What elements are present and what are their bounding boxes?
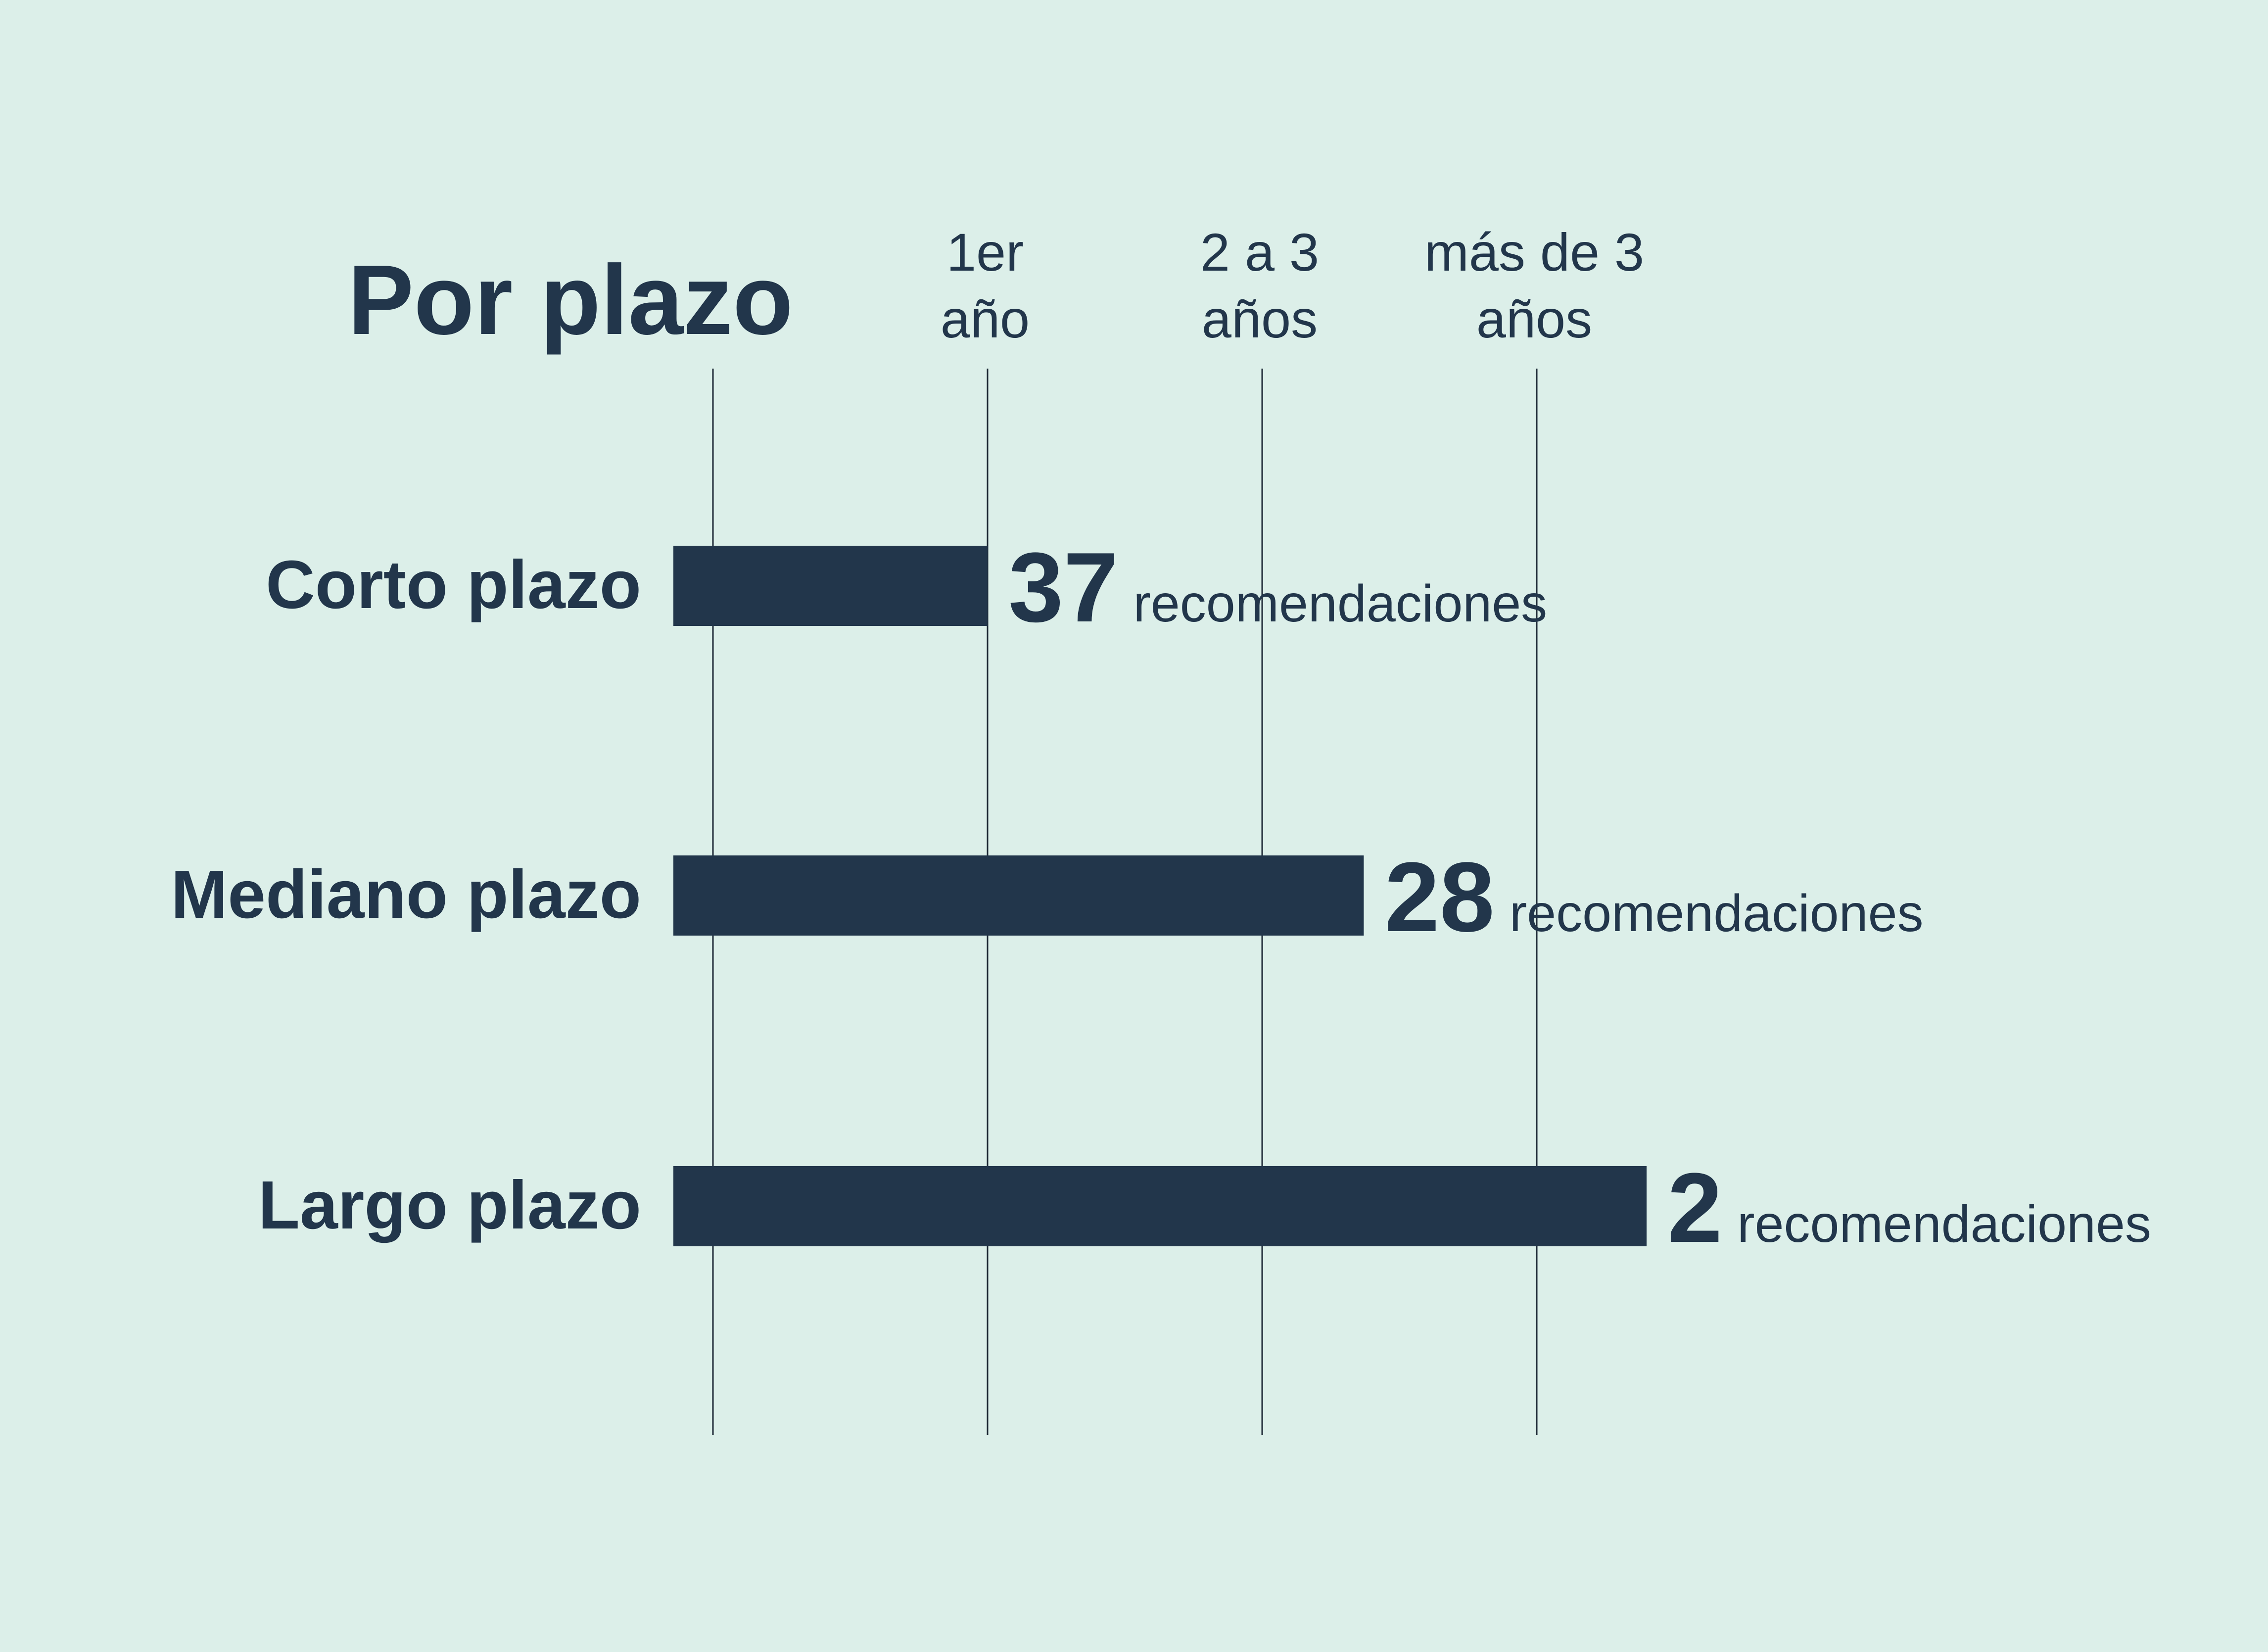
category-label-2: Mediano plazo <box>171 856 641 933</box>
column-label-3-line-1: más de 3 <box>1424 222 1644 282</box>
unit-label-3: recomendaciones <box>1737 1195 2151 1253</box>
category-label-3: Largo plazo <box>258 1167 641 1243</box>
category-labels: Corto plazo Mediano plazo Largo plazo <box>171 547 641 1243</box>
value-label-2: 28 <box>1384 842 1494 952</box>
category-label-1: Corto plazo <box>266 547 641 623</box>
value-labels: 37 recomendaciones 28 recomendaciones 2 recom… <box>1008 532 2151 1263</box>
column-label-2-line-1: 2 a 3 <box>1200 222 1319 282</box>
column-labels: 1er año 2 a 3 años más de 3 años <box>941 222 1644 349</box>
bar-3 <box>673 1166 1647 1246</box>
chart-title: Por plazo <box>348 245 793 355</box>
value-label-3: 2 <box>1667 1153 1722 1263</box>
column-label-1-line-2: año <box>941 289 1030 349</box>
column-label-3-line-2: años <box>1476 289 1592 349</box>
value-label-1: 37 <box>1008 532 1118 643</box>
column-label-2-line-2: años <box>1202 289 1318 349</box>
bar-2 <box>673 855 1364 936</box>
bar-1 <box>673 546 988 626</box>
bars-layer <box>673 546 1647 1246</box>
unit-label-1: recomendaciones <box>1133 574 1547 633</box>
column-label-1-line-1: 1er <box>946 222 1024 282</box>
unit-label-2: recomendaciones <box>1510 884 1924 943</box>
